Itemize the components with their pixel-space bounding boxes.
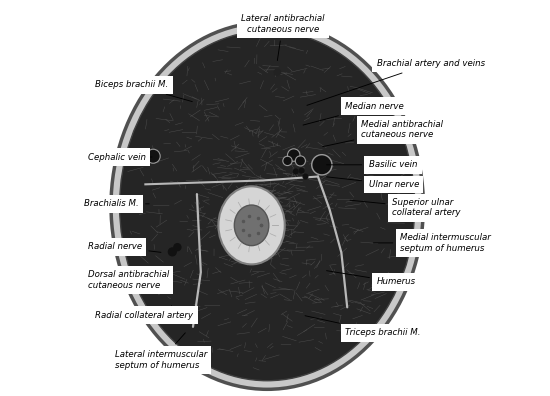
- Text: Brachialis M.: Brachialis M.: [84, 199, 149, 208]
- Text: Medial intermuscular
septum of humerus: Medial intermuscular septum of humerus: [373, 233, 491, 253]
- Circle shape: [274, 69, 280, 75]
- Circle shape: [299, 168, 304, 173]
- Ellipse shape: [234, 205, 269, 246]
- Ellipse shape: [111, 22, 424, 389]
- Text: Dorsal antibrachial
cutaneous nerve: Dorsal antibrachial cutaneous nerve: [87, 270, 169, 290]
- Circle shape: [174, 244, 181, 251]
- Text: Triceps brachii M.: Triceps brachii M.: [305, 316, 421, 337]
- Text: Ulnar nerve: Ulnar nerve: [327, 177, 419, 189]
- Ellipse shape: [119, 31, 415, 381]
- Ellipse shape: [218, 186, 285, 265]
- Circle shape: [289, 150, 299, 160]
- Text: Biceps brachii M.: Biceps brachii M.: [95, 80, 192, 102]
- Text: Radial nerve: Radial nerve: [87, 242, 161, 252]
- Circle shape: [293, 169, 298, 174]
- Text: Brachial artery and veins: Brachial artery and veins: [307, 59, 485, 105]
- Circle shape: [147, 150, 159, 162]
- Text: Radial collateral artery: Radial collateral artery: [95, 305, 194, 320]
- Text: Basilic vein: Basilic vein: [327, 160, 417, 169]
- Text: Cephalic vein: Cephalic vein: [87, 152, 152, 162]
- Text: Lateral antibrachial
cutaneous nerve: Lateral antibrachial cutaneous nerve: [241, 15, 324, 61]
- Text: Lateral intermuscular
septum of humerus: Lateral intermuscular septum of humerus: [115, 333, 207, 370]
- Circle shape: [168, 248, 176, 256]
- Text: Humerus: Humerus: [327, 271, 416, 286]
- Text: Superior ulnar
collateral artery: Superior ulnar collateral artery: [350, 198, 461, 217]
- Circle shape: [314, 156, 331, 173]
- Circle shape: [296, 157, 304, 165]
- Text: Medial antibrachial
cutaneous nerve: Medial antibrachial cutaneous nerve: [323, 120, 443, 147]
- Circle shape: [284, 157, 291, 164]
- Text: Median nerve: Median nerve: [303, 102, 404, 125]
- Circle shape: [303, 174, 308, 179]
